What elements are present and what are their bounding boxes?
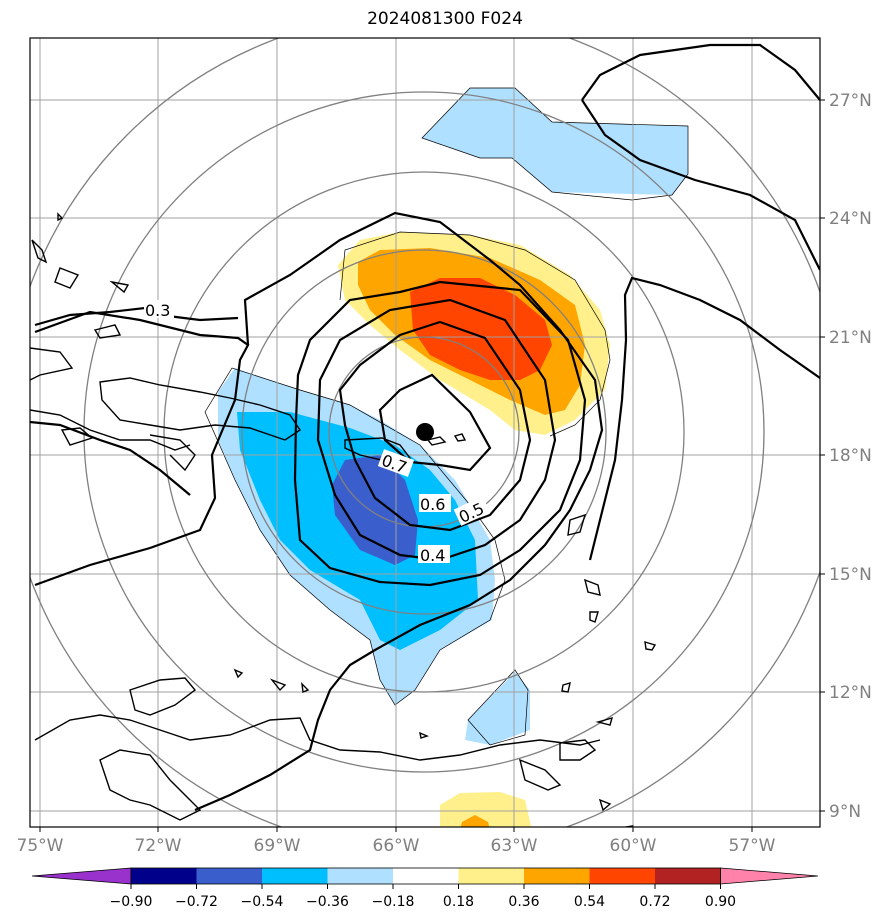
map-title: 2024081300 F024 — [367, 9, 523, 29]
lon-label: 75°W — [17, 836, 64, 856]
ticks — [39, 99, 825, 832]
thick-contours — [30, 43, 820, 812]
contour-label-group: 0.3 0.4 0.5 0.6 0.7 — [144, 300, 491, 565]
colorbar-segment — [589, 868, 655, 884]
colorbar-segment — [131, 868, 197, 884]
colorbar-extend-right — [720, 867, 819, 885]
lat-label: 27°N — [829, 91, 872, 111]
thin-contours — [204, 87, 689, 746]
colorbar-extend-left — [31, 867, 132, 885]
longitude-labels: 75°W 72°W 69°W 66°W 63°W 60°W 57°W — [17, 836, 776, 856]
colorbar-segment — [655, 868, 721, 884]
lat-label: 9°N — [829, 802, 861, 822]
colorbar-label: −0.36 — [306, 894, 349, 910]
lat-label: 18°N — [829, 446, 872, 466]
lat-label: 12°N — [829, 683, 872, 703]
colorbar-segment — [524, 868, 590, 884]
lon-label: 57°W — [729, 836, 776, 856]
graticule — [30, 38, 820, 827]
lon-label: 72°W — [135, 836, 182, 856]
lat-label: 15°N — [829, 565, 872, 585]
colorbar-ticks — [130, 884, 721, 889]
lon-label: 63°W — [491, 836, 538, 856]
colorbar: −0.90 −0.72 −0.54 −0.36 −0.18 0.18 0.36 … — [31, 867, 819, 910]
coastlines — [30, 212, 657, 827]
lon-label: 60°W — [610, 836, 657, 856]
colorbar-segment — [196, 868, 262, 884]
colorbar-label: 0.36 — [508, 894, 539, 910]
storm-center-marker — [416, 423, 434, 441]
lat-label: 24°N — [829, 209, 872, 229]
lon-label: 69°W — [254, 836, 301, 856]
contour-label-0.3: 0.3 — [145, 301, 170, 320]
lon-label: 66°W — [373, 836, 420, 856]
colorbar-label: 0.54 — [574, 894, 605, 910]
colorbar-label: −0.18 — [372, 894, 415, 910]
colorbar-label: −0.72 — [175, 894, 218, 910]
contour-label-0.6: 0.6 — [420, 495, 445, 514]
colorbar-segment — [327, 868, 393, 884]
map-frame — [29, 37, 821, 828]
colorbar-label: 0.90 — [705, 894, 736, 910]
colorbar-segment — [262, 868, 328, 884]
colorbar-segment — [393, 868, 459, 884]
colorbar-label: 0.72 — [639, 894, 670, 910]
colorbar-segment — [458, 868, 524, 884]
lat-label: 21°N — [829, 328, 872, 348]
contour-label-0.4: 0.4 — [420, 546, 445, 565]
negative-anomaly-shading — [218, 88, 688, 745]
colorbar-label: −0.54 — [241, 894, 284, 910]
colorbar-label: 0.18 — [443, 894, 474, 910]
colorbar-label: −0.90 — [110, 894, 153, 910]
latitude-labels: 27°N 24°N 21°N 18°N 15°N 12°N 9°N — [829, 91, 872, 822]
